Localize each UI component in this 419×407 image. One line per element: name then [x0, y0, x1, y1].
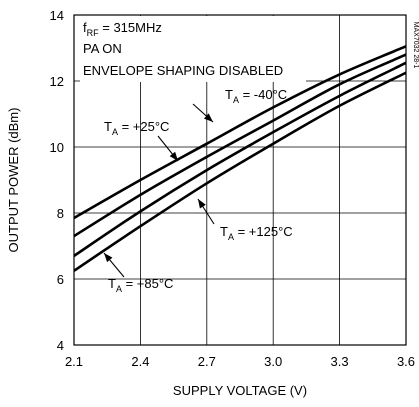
x-tick-labels: 2.1 2.4 2.7 3.0 3.3 3.6 [65, 354, 415, 369]
conditions-background [80, 16, 306, 82]
series-line-minus40c [73, 45, 407, 220]
side-label: MAX7032 28-1 [412, 22, 419, 69]
annotations: TA = -40°C TA = +25°C TA = +125°C TA = +85°… [103, 87, 293, 294]
y-tick-label: 14 [50, 8, 64, 23]
y-tick-label: 8 [57, 206, 64, 221]
y-tick-label: 10 [50, 140, 64, 155]
annotation-text: TA = -40°C [225, 87, 287, 105]
condition-pa: PA ON [83, 41, 122, 56]
annotation-text: TA = +85°C [108, 276, 173, 294]
annotation-arrowhead [198, 199, 206, 209]
annotation-minus40c: TA = -40°C [192, 87, 287, 123]
annotation-arrowhead [169, 151, 178, 161]
y-axis-label: OUTPUT POWER (dBm) [6, 108, 21, 253]
x-tick-label: 2.4 [131, 354, 149, 369]
y-tick-label: 12 [50, 74, 64, 89]
series-group [73, 45, 407, 272]
series-line-plus25c [73, 53, 407, 238]
condition-envelope: ENVELOPE SHAPING DISABLED [83, 63, 283, 78]
y-tick-labels: 4 6 8 10 12 14 [50, 8, 64, 353]
y-tick-label: 6 [57, 272, 64, 287]
plot-frame [73, 14, 407, 346]
annotation-plus25c: TA = +25°C [104, 119, 179, 162]
x-tick-label: 3.6 [397, 354, 415, 369]
x-tick-label: 3.3 [331, 354, 349, 369]
annotation-text: TA = +125°C [220, 224, 293, 242]
y-tick-label: 4 [57, 338, 64, 353]
annotation-plus85c: TA = +85°C [103, 252, 173, 294]
x-axis-label: SUPPLY VOLTAGE (V) [173, 383, 307, 398]
x-tick-label: 2.1 [65, 354, 83, 369]
x-tick-label: 3.0 [264, 354, 282, 369]
series-line-plus125c [73, 71, 407, 272]
condition-frequency: fRF = 315MHz [83, 20, 162, 38]
annotation-arrowhead [203, 113, 213, 122]
annotation-text: TA = +25°C [104, 119, 169, 137]
annotation-plus125c: TA = +125°C [197, 198, 293, 242]
x-tick-label: 2.7 [198, 354, 216, 369]
annotation-arrowhead [104, 253, 113, 263]
series-line-plus85c [73, 61, 407, 257]
